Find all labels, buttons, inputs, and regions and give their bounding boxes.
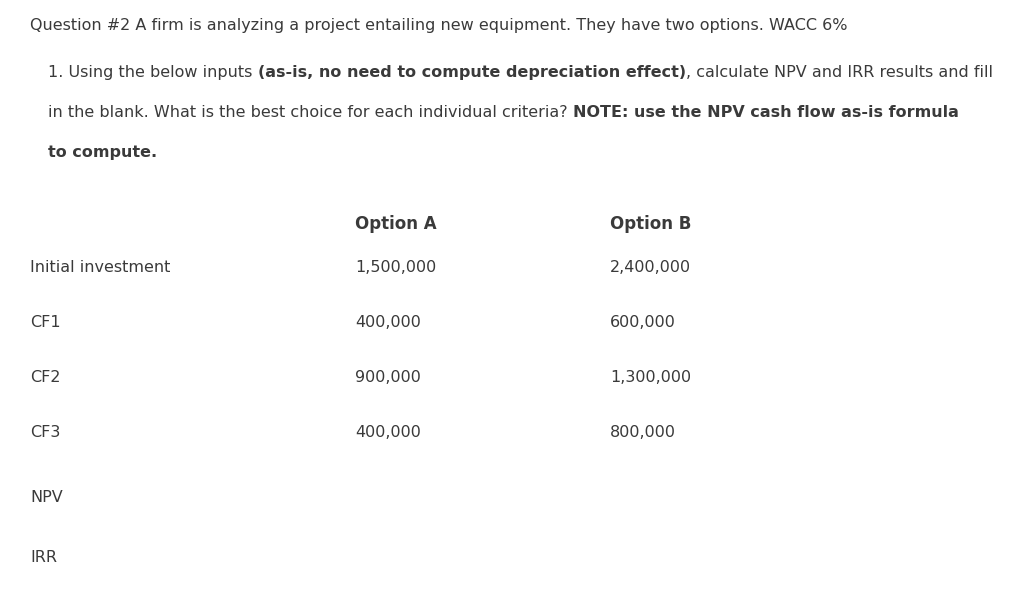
Text: CF1: CF1 xyxy=(30,315,60,330)
Text: 1. Using the below inputs: 1. Using the below inputs xyxy=(48,65,258,80)
Text: 900,000: 900,000 xyxy=(355,370,420,385)
Text: NOTE: use the NPV cash flow as-is formula: NOTE: use the NPV cash flow as-is formul… xyxy=(573,105,959,120)
Text: Initial investment: Initial investment xyxy=(30,260,171,275)
Text: to compute.: to compute. xyxy=(48,145,158,160)
Text: 800,000: 800,000 xyxy=(610,425,676,440)
Text: 400,000: 400,000 xyxy=(355,425,420,440)
Text: 2,400,000: 2,400,000 xyxy=(610,260,692,275)
Text: Question #2 A firm is analyzing a project entailing new equipment. They have two: Question #2 A firm is analyzing a projec… xyxy=(30,18,847,33)
Text: CF2: CF2 xyxy=(30,370,60,385)
Text: in the blank. What is the best choice for each individual criteria?: in the blank. What is the best choice fo… xyxy=(48,105,573,120)
Text: 1,300,000: 1,300,000 xyxy=(610,370,692,385)
Text: 400,000: 400,000 xyxy=(355,315,420,330)
Text: Option B: Option B xyxy=(610,215,692,233)
Text: (as-is, no need to compute depreciation effect): (as-is, no need to compute depreciation … xyxy=(258,65,685,80)
Text: 600,000: 600,000 xyxy=(610,315,676,330)
Text: IRR: IRR xyxy=(30,550,57,565)
Text: 1,500,000: 1,500,000 xyxy=(355,260,436,275)
Text: Option A: Option A xyxy=(355,215,437,233)
Text: CF3: CF3 xyxy=(30,425,60,440)
Text: NPV: NPV xyxy=(30,490,62,505)
Text: , calculate NPV and IRR results and fill: , calculate NPV and IRR results and fill xyxy=(685,65,992,80)
